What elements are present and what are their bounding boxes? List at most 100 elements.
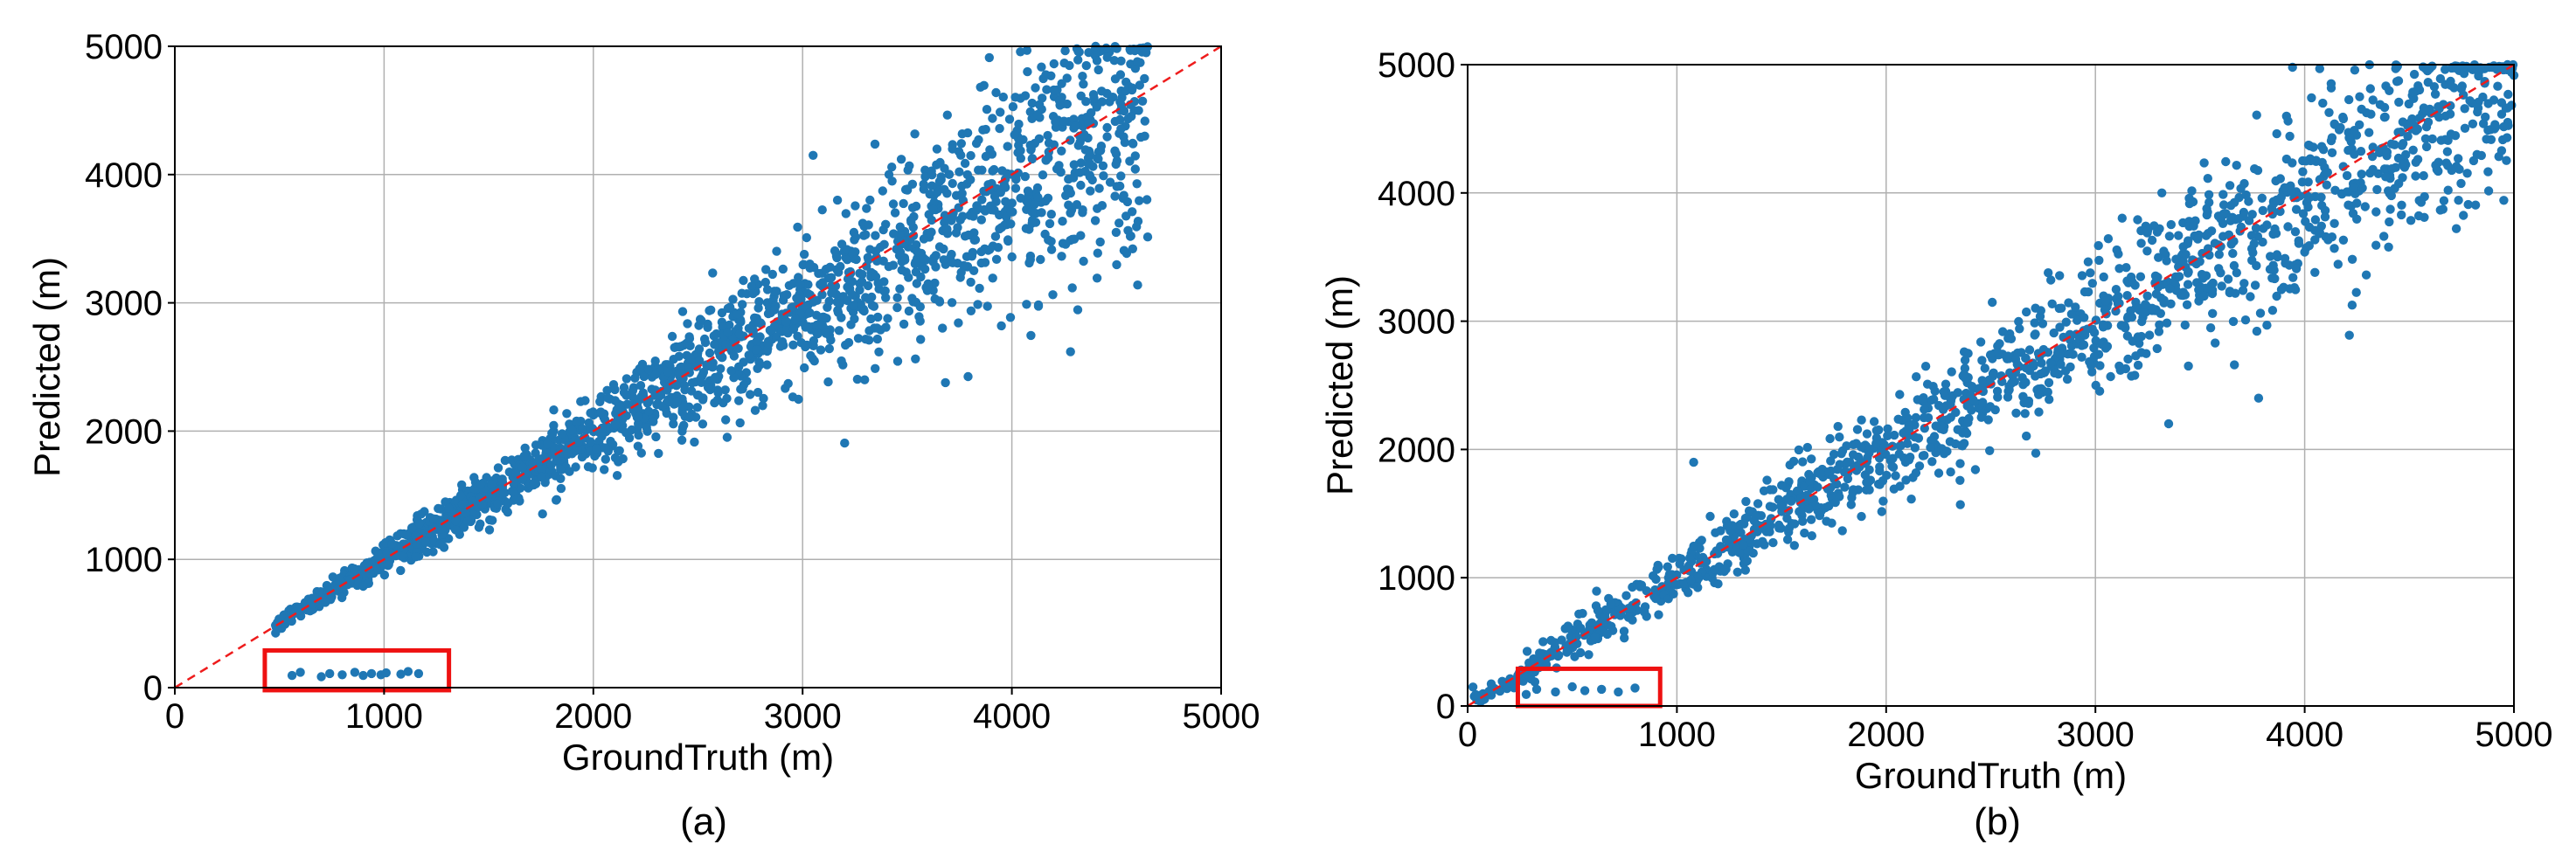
data-point <box>2321 232 2330 242</box>
data-point <box>2454 164 2464 174</box>
data-point <box>2445 109 2455 119</box>
data-point <box>1026 330 1036 341</box>
data-point <box>2463 199 2473 210</box>
data-point <box>1830 497 1840 508</box>
data-point <box>863 280 873 291</box>
data-point <box>1983 415 1993 425</box>
data-point <box>1027 207 1037 217</box>
data-point <box>977 195 987 204</box>
data-point <box>595 397 605 406</box>
data-point <box>2240 315 2251 325</box>
data-point <box>2241 190 2251 200</box>
data-point <box>710 340 719 349</box>
x-tick-label: 5000 <box>1183 697 1260 736</box>
data-point <box>416 509 427 519</box>
data-point <box>2434 157 2443 167</box>
data-point <box>1776 502 1786 511</box>
data-point <box>1049 59 1059 69</box>
data-point <box>1001 183 1010 192</box>
data-point <box>2397 200 2406 210</box>
x-tick-label: 3000 <box>2057 716 2135 754</box>
data-point <box>1550 638 1560 647</box>
data-point <box>2252 110 2261 120</box>
data-point <box>600 465 609 474</box>
data-point <box>922 286 933 295</box>
data-point <box>1046 237 1056 246</box>
data-point <box>916 335 926 344</box>
data-point <box>2253 165 2263 176</box>
data-point <box>2154 327 2164 336</box>
data-point <box>2458 62 2468 72</box>
data-point <box>1798 516 1808 526</box>
data-point <box>2197 269 2207 280</box>
data-point <box>1471 689 1481 700</box>
outlier-point <box>1567 682 1577 692</box>
data-point <box>549 420 559 431</box>
data-point <box>2056 359 2066 370</box>
data-point <box>1097 86 1107 96</box>
data-point <box>2114 361 2124 371</box>
data-point <box>2386 190 2396 201</box>
data-point <box>2080 313 2089 322</box>
data-point <box>2350 126 2359 135</box>
data-point <box>2100 296 2111 306</box>
data-point <box>1134 106 1143 115</box>
data-point <box>1076 158 1086 168</box>
data-point <box>1046 210 1057 219</box>
data-point <box>2409 69 2420 80</box>
data-point <box>2291 264 2302 273</box>
data-point <box>1741 496 1751 507</box>
data-point <box>717 308 727 318</box>
x-tick-label: 1000 <box>1638 716 1716 754</box>
data-point <box>832 253 842 263</box>
outlier-point <box>358 670 368 681</box>
data-point <box>1086 186 1095 196</box>
data-point <box>1840 482 1850 492</box>
data-point <box>754 297 764 307</box>
data-point <box>892 293 902 302</box>
data-point <box>781 316 791 327</box>
data-point <box>1085 171 1095 182</box>
data-point <box>2372 184 2382 195</box>
data-point <box>919 179 928 190</box>
data-point <box>2111 285 2121 294</box>
data-point <box>962 128 973 138</box>
data-point <box>1600 605 1611 615</box>
y-tick-label: 1000 <box>1378 559 1455 598</box>
data-point <box>1010 183 1021 193</box>
data-point <box>2275 174 2285 183</box>
data-point <box>1111 227 1121 238</box>
y-tick-label: 0 <box>1436 688 1455 726</box>
data-point <box>1125 232 1135 241</box>
data-point <box>1036 254 1045 265</box>
data-point <box>1777 481 1787 490</box>
data-point <box>2423 117 2434 127</box>
data-point <box>2364 128 2374 137</box>
data-point <box>2122 331 2133 341</box>
data-point <box>801 342 810 352</box>
data-point <box>2094 386 2105 396</box>
data-point <box>2489 95 2499 105</box>
data-point <box>657 402 667 412</box>
data-point <box>2003 392 2013 402</box>
data-point <box>1102 52 1112 62</box>
data-point <box>925 190 934 199</box>
data-point <box>904 273 913 282</box>
data-point <box>2441 158 2451 168</box>
data-point <box>795 280 805 289</box>
data-point <box>728 294 738 304</box>
data-point <box>663 397 674 406</box>
data-point <box>1488 685 1498 695</box>
data-point <box>1853 452 1864 462</box>
data-point <box>1985 350 1996 360</box>
data-point <box>2163 419 2174 429</box>
data-point <box>926 228 935 238</box>
data-point <box>2121 263 2131 273</box>
data-point <box>2229 260 2239 271</box>
data-point <box>2502 133 2512 142</box>
data-point <box>2385 204 2395 214</box>
data-point <box>1851 439 1861 448</box>
data-point <box>669 419 678 429</box>
data-point <box>2089 343 2099 353</box>
data-point <box>2368 164 2378 175</box>
